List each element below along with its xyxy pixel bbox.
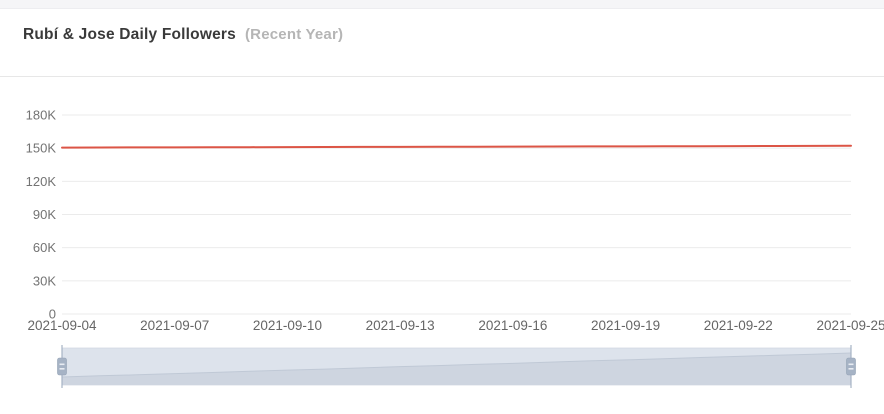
handle-grip-stripe xyxy=(59,368,65,370)
x-axis-tick-label: 2021-09-10 xyxy=(253,318,322,333)
header-divider xyxy=(0,76,884,77)
x-axis-labels: 2021-09-04 2021-09-07 2021-09-10 2021-09-13… xyxy=(27,318,884,333)
x-axis-tick-label: 2021-09-19 xyxy=(591,318,660,333)
chart-header: Rubí & Jose Daily Followers (Recent Year… xyxy=(23,26,343,44)
y-axis-tick-label: 150K xyxy=(26,141,57,156)
datazoom-slider[interactable] xyxy=(57,345,856,388)
x-axis-tick-label: 2021-09-16 xyxy=(478,318,547,333)
datazoom-data-shadow xyxy=(62,353,851,385)
x-axis-tick-label: 2021-09-22 xyxy=(704,318,773,333)
y-axis-tick-label: 0 xyxy=(49,307,56,322)
handle-grip-stripe xyxy=(59,363,65,366)
chart-subtitle: (Recent Year) xyxy=(244,26,344,43)
chart-title: Rubí & Jose Daily Followers xyxy=(23,26,236,43)
y-axis-tick-label: 60K xyxy=(33,240,56,255)
top-band xyxy=(0,0,884,9)
handle-grip[interactable] xyxy=(846,357,856,376)
datazoom-filler[interactable] xyxy=(62,348,851,385)
y-axis-labels: 0 30K 60K 90K 120K 150K 180K xyxy=(26,108,57,322)
followers-series-line[interactable] xyxy=(61,144,852,149)
y-axis-tick-label: 30K xyxy=(33,273,56,288)
y-axis-grid xyxy=(62,114,851,315)
x-axis-tick-label: 2021-09-07 xyxy=(140,318,209,333)
datazoom-data-shadow-line xyxy=(61,352,852,378)
x-axis-tick-label: 2021-09-25 xyxy=(816,318,884,333)
datazoom-left-handle[interactable] xyxy=(57,345,67,388)
y-axis-tick-label: 180K xyxy=(26,108,57,123)
datazoom-right-handle[interactable] xyxy=(846,345,856,388)
y-axis-tick-label: 90K xyxy=(33,207,56,222)
y-axis-tick-label: 120K xyxy=(26,174,57,189)
x-axis-tick-label: 2021-09-04 xyxy=(27,318,97,333)
handle-grip-stripe xyxy=(848,368,854,370)
x-axis-tick-label: 2021-09-13 xyxy=(366,318,435,333)
handle-grip[interactable] xyxy=(57,357,67,376)
handle-grip-stripe xyxy=(848,363,854,366)
